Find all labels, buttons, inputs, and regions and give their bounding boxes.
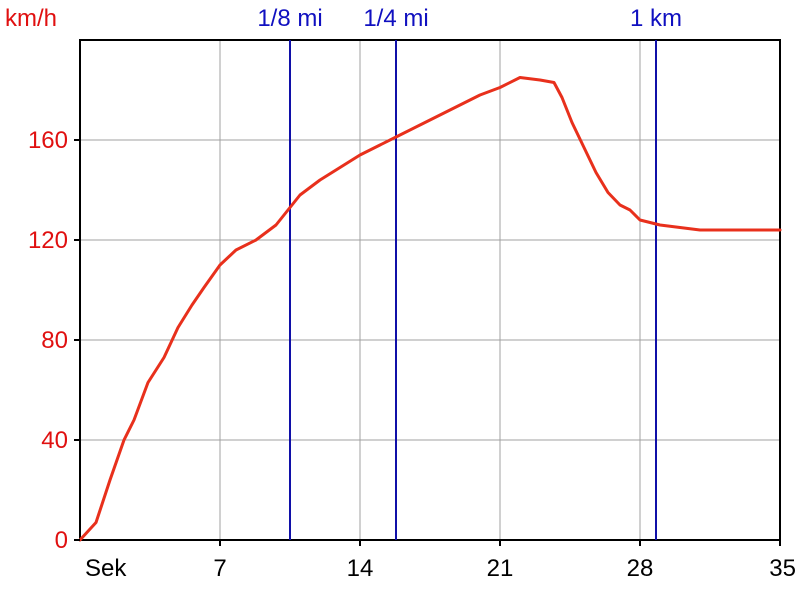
y-tick-label: 160 — [28, 127, 68, 154]
x-tick-label: 21 — [487, 555, 514, 582]
grid-lines — [80, 40, 780, 540]
distance-marker-label: 1 km — [630, 5, 682, 32]
y-tick-label: 80 — [41, 327, 68, 354]
plot-frame — [79, 39, 781, 541]
x-tick-label: 35 — [769, 555, 796, 582]
y-tick-label: 0 — [55, 527, 68, 554]
y-axis-ticks: 0 40 80 120 160 — [28, 127, 80, 554]
x-axis-label: Sek — [85, 555, 127, 582]
distance-marker-label: 1/4 mi — [363, 5, 428, 32]
x-tick-label: 14 — [347, 555, 374, 582]
series-line-speed — [78, 76, 782, 542]
x-axis-ticks: 7 14 21 28 35 — [213, 540, 796, 582]
y-tick-label: 120 — [28, 227, 68, 254]
x-tick-label: 28 — [627, 555, 654, 582]
y-axis-label: km/h — [5, 5, 57, 32]
y-tick-label: 40 — [41, 427, 68, 454]
distance-markers: 1/8 mi 1/4 mi 1 km — [257, 5, 682, 540]
distance-marker-label: 1/8 mi — [257, 5, 322, 32]
x-tick-label: 7 — [213, 555, 226, 582]
